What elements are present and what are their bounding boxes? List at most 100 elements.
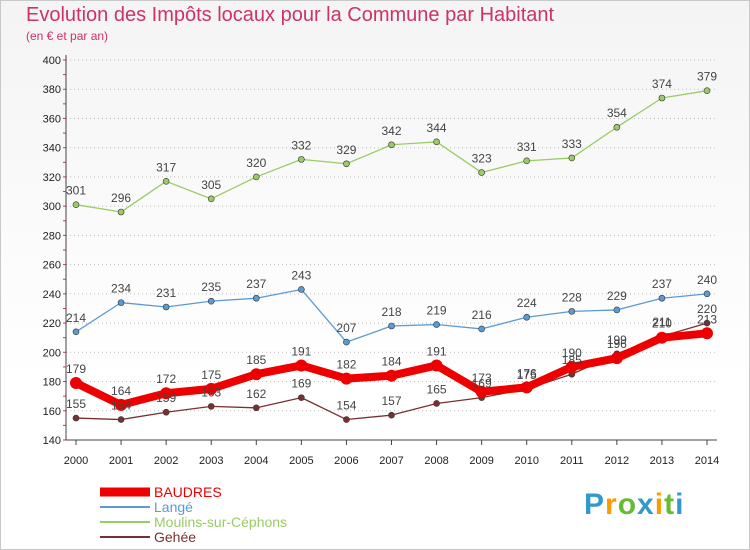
data-label: 228 [562,290,582,304]
data-label: 191 [427,344,447,358]
data-point [430,359,443,372]
data-point [655,331,668,344]
legend-label: Moulins-sur-Céphons [154,514,287,530]
data-label: 374 [652,77,672,91]
data-label: 329 [336,143,356,157]
data-point [160,387,173,400]
y-tick-label: 360 [43,113,61,125]
data-point [72,328,80,336]
data-label: 240 [697,273,717,287]
data-point [433,400,440,407]
y-tick-label: 320 [43,172,61,184]
data-point [205,382,218,395]
data-label: 164 [111,384,131,398]
data-label: 165 [427,382,447,396]
data-point [568,308,576,315]
data-point [298,286,305,293]
y-tick-label: 260 [43,260,61,272]
data-point [613,123,621,131]
data-point [388,141,395,149]
data-point [298,156,305,163]
data-point [388,411,395,419]
data-point [703,290,711,298]
x-tick-label: 2003 [199,455,223,467]
x-tick-label: 2011 [560,455,584,467]
data-point [252,294,260,302]
y-tick-label: 200 [43,347,61,359]
data-label: 179 [66,362,86,376]
data-point [523,313,531,321]
data-point [385,369,398,382]
data-label: 331 [517,140,537,154]
data-label: 155 [66,397,86,411]
data-point [117,208,125,216]
y-tick-label: 380 [43,84,61,96]
data-label: 185 [562,353,582,367]
data-label: 379 [697,70,717,84]
data-point [207,403,215,410]
data-point [252,404,260,412]
y-tick-label: 340 [43,143,61,155]
data-point [162,303,170,311]
data-point [72,201,80,208]
y-tick-label: 300 [43,201,61,213]
x-tick-label: 2002 [154,455,178,467]
data-point [115,398,128,411]
data-point [703,319,711,327]
chart-title: Evolution des Impôts locaux pour la Comm… [26,4,555,26]
y-tick-label: 140 [43,435,61,447]
chart-subtitle: (en € et par an) [26,29,109,43]
data-label: 354 [607,106,627,120]
logo-letter: x [637,488,655,521]
data-point [478,169,485,176]
data-point [610,352,623,365]
data-point [565,360,578,373]
x-tick-label: 2000 [64,455,88,467]
data-point [475,385,488,398]
y-tick-label: 280 [43,230,61,242]
data-label: 211 [652,315,671,329]
data-label: 159 [156,391,176,405]
data-label: 207 [336,321,356,335]
data-point [343,416,350,423]
data-point [252,173,260,181]
data-point [207,297,215,305]
data-label: 317 [156,160,176,174]
data-label: 175 [201,368,221,382]
data-point [433,138,440,146]
data-point [520,381,533,394]
data-point [72,414,80,422]
data-point [523,157,531,165]
data-label: 220 [697,302,717,316]
legend-label: BAUDRES [154,484,222,500]
data-point [388,322,395,330]
data-label: 173 [472,371,492,385]
data-label: 213 [697,312,717,326]
x-tick-label: 2005 [289,455,313,467]
x-tick-label: 2014 [695,455,719,467]
series-lines [70,87,713,423]
y-tick-label: 160 [43,406,61,418]
data-point [703,87,711,94]
data-point [343,338,350,346]
data-label: 210 [652,317,672,331]
data-label: 214 [66,311,86,325]
data-point [340,372,353,385]
data-label: 344 [427,121,447,135]
data-point [162,178,170,185]
data-label: 320 [246,156,266,170]
grid-lines [66,59,717,441]
data-label: 224 [517,296,537,310]
data-label: 243 [291,268,311,282]
data-label: 235 [201,280,221,294]
data-label: 169 [291,377,311,391]
data-point [70,377,82,389]
data-point [568,154,576,162]
data-point [117,416,125,423]
data-point [658,294,666,302]
data-point [433,321,440,328]
data-label: 185 [246,353,266,367]
data-point [658,94,666,102]
